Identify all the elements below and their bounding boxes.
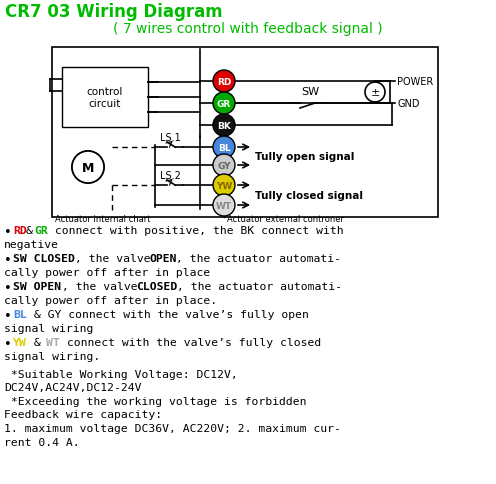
Text: Feedback wire capacity:: Feedback wire capacity:: [4, 409, 162, 420]
Text: signal wiring: signal wiring: [4, 323, 93, 333]
Text: Actuator internal chart: Actuator internal chart: [55, 214, 150, 224]
Text: 1. maximum voltage DC36V, AC220V; 2. maximum cur-: 1. maximum voltage DC36V, AC220V; 2. max…: [4, 423, 341, 433]
Text: WT: WT: [216, 201, 232, 210]
Text: BK: BK: [217, 121, 231, 130]
Text: negative: negative: [4, 239, 59, 249]
Circle shape: [213, 155, 235, 177]
Text: rent 0.4 A.: rent 0.4 A.: [4, 437, 80, 447]
Text: *Suitable Working Voltage: DC12V,: *Suitable Working Voltage: DC12V,: [4, 369, 238, 379]
Text: connect with the valve’s fully closed: connect with the valve’s fully closed: [60, 337, 321, 348]
Text: cally power off after in place.: cally power off after in place.: [4, 295, 217, 305]
Circle shape: [213, 71, 235, 93]
Text: &: &: [27, 337, 48, 348]
Text: CR7 03 Wiring Diagram: CR7 03 Wiring Diagram: [5, 3, 223, 21]
Circle shape: [213, 195, 235, 216]
Text: BL: BL: [218, 143, 230, 152]
Text: •: •: [4, 226, 11, 239]
Circle shape: [213, 175, 235, 197]
Text: , the actuator automati-: , the actuator automati-: [177, 281, 342, 291]
Circle shape: [213, 115, 235, 136]
Text: •: •: [4, 254, 11, 267]
Text: M: M: [82, 161, 94, 174]
Text: SW OPEN: SW OPEN: [13, 281, 61, 291]
Circle shape: [72, 151, 104, 183]
Text: LS.1: LS.1: [160, 133, 181, 143]
Text: RD: RD: [217, 77, 231, 86]
Bar: [62, 68, 148, 128]
Text: YW: YW: [216, 181, 232, 190]
Text: •: •: [4, 337, 11, 350]
Text: ±: ±: [371, 88, 379, 98]
Text: RD: RD: [13, 226, 27, 236]
Text: &: &: [26, 226, 33, 236]
Text: Tully closed signal: Tully closed signal: [255, 191, 363, 200]
Text: GR: GR: [34, 226, 48, 236]
Text: Tully open signal: Tully open signal: [255, 151, 354, 162]
Circle shape: [213, 136, 235, 159]
Text: DC24V,AC24V,DC12-24V: DC24V,AC24V,DC12-24V: [4, 383, 141, 393]
Text: YW: YW: [13, 337, 27, 348]
Text: & GY connect with the valve’s fully open: & GY connect with the valve’s fully open: [27, 309, 309, 319]
Text: ( 7 wires control with feedback signal ): ( 7 wires control with feedback signal ): [113, 22, 383, 36]
Text: SW: SW: [301, 87, 319, 97]
Text: WT: WT: [46, 337, 60, 348]
Text: GND: GND: [397, 99, 420, 109]
Text: BL: BL: [13, 309, 27, 319]
Text: GY: GY: [217, 161, 231, 170]
Text: signal wiring.: signal wiring.: [4, 351, 100, 361]
Text: , the valve: , the valve: [62, 281, 144, 291]
Circle shape: [213, 93, 235, 115]
Text: Actuator external controner: Actuator external controner: [227, 214, 344, 224]
Text: •: •: [4, 309, 11, 322]
Circle shape: [365, 83, 385, 103]
Text: SW CLOSED: SW CLOSED: [13, 254, 75, 263]
Text: control
circuit: control circuit: [87, 87, 123, 108]
Text: , the valve: , the valve: [75, 254, 158, 263]
Text: M: M: [82, 161, 94, 174]
Text: LS.2: LS.2: [160, 171, 181, 181]
Text: POWER: POWER: [397, 77, 433, 87]
Text: CLOSED: CLOSED: [136, 281, 177, 291]
Text: *Exceeding the working voltage is forbidden: *Exceeding the working voltage is forbid…: [4, 396, 307, 406]
Text: OPEN: OPEN: [149, 254, 177, 263]
Bar: [52, 48, 438, 217]
Text: connect with positive, the BK connect with: connect with positive, the BK connect wi…: [48, 226, 344, 236]
Circle shape: [72, 151, 104, 183]
Text: GR: GR: [217, 99, 231, 108]
Text: cally power off after in place: cally power off after in place: [4, 267, 210, 277]
Text: •: •: [4, 281, 11, 294]
Text: , the actuator automati-: , the actuator automati-: [176, 254, 341, 263]
